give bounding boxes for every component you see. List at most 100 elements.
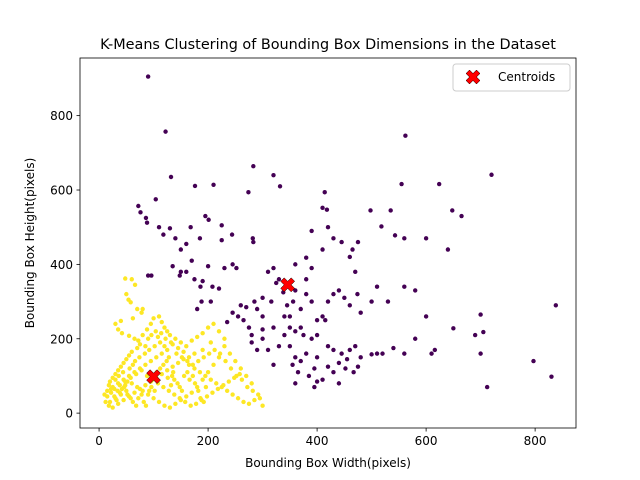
- cluster-1-point: [140, 388, 145, 394]
- cluster-0-point: [331, 370, 336, 375]
- cluster-0-point: [344, 357, 350, 362]
- cluster-0-point: [163, 129, 168, 134]
- cluster-1-point: [126, 333, 132, 338]
- cluster-0-point: [413, 336, 418, 341]
- cluster-1-point: [197, 370, 203, 375]
- cluster-0-point: [271, 362, 276, 367]
- cluster-0-point: [314, 379, 320, 384]
- cluster-0-point: [136, 203, 141, 209]
- cluster-1-point: [151, 316, 156, 321]
- cluster-1-point: [175, 360, 181, 366]
- cluster-1-point: [113, 377, 118, 382]
- cluster-0-point: [184, 241, 189, 247]
- cluster-1-point: [211, 321, 216, 327]
- cluster-1-point: [186, 362, 192, 367]
- cluster-0-point: [251, 239, 256, 245]
- cluster-0-point: [252, 299, 257, 304]
- cluster-0-point: [358, 355, 363, 360]
- cluster-1-point: [118, 318, 124, 324]
- cluster-0-point: [200, 278, 205, 284]
- cluster-0-point: [331, 347, 336, 353]
- cluster-1-point: [166, 355, 172, 360]
- cluster-0-point: [167, 226, 173, 231]
- cluster-1-point: [147, 388, 152, 394]
- cluster-0-point: [138, 210, 143, 215]
- cluster-1-point: [118, 364, 124, 369]
- cluster-0-point: [284, 303, 290, 308]
- cluster-1-point: [145, 336, 151, 341]
- cluster-1-point: [129, 349, 134, 354]
- x-tick-label: 800: [524, 434, 547, 448]
- cluster-0-point: [238, 303, 243, 308]
- cluster-1-point: [193, 401, 199, 407]
- cluster-0-point: [287, 314, 293, 319]
- cluster-1-point: [164, 358, 169, 364]
- cluster-1-point: [235, 396, 241, 401]
- cluster-1-point: [112, 394, 117, 399]
- cluster-0-point: [206, 217, 211, 222]
- legend-box: [452, 63, 571, 92]
- cluster-1-point: [194, 334, 200, 340]
- cluster-0-point: [254, 347, 260, 353]
- cluster-1-point: [206, 351, 212, 356]
- cluster-1-point: [205, 370, 211, 375]
- cluster-0-point: [301, 332, 306, 338]
- cluster-1-point: [135, 384, 140, 390]
- cluster-0-point: [216, 286, 222, 291]
- cluster-0-point: [254, 306, 260, 312]
- cluster-0-point: [192, 183, 198, 189]
- cluster-0-point: [324, 207, 330, 212]
- legend: Centroids: [452, 63, 571, 92]
- cluster-0-point: [368, 208, 373, 213]
- cluster-1-point: [115, 327, 121, 332]
- cluster-1-point: [185, 370, 190, 375]
- cluster-1-point: [250, 388, 255, 394]
- cluster-1-point: [143, 362, 148, 367]
- cluster-1-point: [165, 329, 170, 334]
- cluster-1-point: [107, 399, 113, 405]
- cluster-0-point: [211, 182, 216, 187]
- chart-title: K-Means Clustering of Bounding Box Dimen…: [100, 37, 556, 53]
- cluster-0-point: [189, 258, 194, 263]
- cluster-1-point: [234, 373, 239, 379]
- cluster-1-point: [142, 351, 148, 356]
- cluster-1-point: [163, 336, 168, 341]
- cluster-0-point: [531, 358, 536, 364]
- cluster-0-point: [219, 223, 224, 228]
- cluster-1-point: [249, 381, 254, 386]
- cluster-1-point: [141, 399, 146, 405]
- cluster-1-point: [119, 330, 125, 336]
- cluster-0-point: [336, 381, 342, 386]
- cluster-1-point: [159, 330, 164, 336]
- cluster-0-point: [353, 269, 358, 275]
- cluster-1-point: [147, 347, 152, 353]
- plot-frame: [79, 57, 577, 429]
- cluster-0-point: [161, 232, 166, 237]
- cluster-0-point: [450, 208, 455, 213]
- cluster-0-point: [250, 236, 255, 241]
- cluster-1-point: [115, 368, 121, 373]
- x-tick-label: 400: [306, 434, 329, 448]
- cluster-0-point: [265, 347, 271, 353]
- cluster-1-point: [208, 377, 214, 382]
- cluster-0-point: [331, 291, 336, 297]
- cluster-1-point: [124, 357, 129, 362]
- cluster-1-point: [203, 373, 208, 379]
- cluster-1-point: [237, 371, 242, 377]
- cluster-0-point: [178, 247, 184, 252]
- cluster-1-point: [132, 282, 138, 288]
- cluster-0-point: [489, 172, 494, 177]
- cluster-1-point: [121, 384, 127, 390]
- cluster-0-point: [374, 351, 380, 356]
- cluster-0-point: [144, 220, 150, 225]
- cluster-1-point: [114, 397, 119, 403]
- cluster-1-point: [162, 403, 167, 408]
- y-tick-label: 600: [50, 184, 73, 198]
- cluster-0-point: [312, 366, 317, 371]
- cluster-0-point: [553, 303, 559, 308]
- cluster-0-point: [403, 133, 408, 138]
- cluster-0-point: [295, 370, 301, 375]
- cluster-0-point: [177, 273, 182, 278]
- cluster-0-point: [358, 310, 363, 315]
